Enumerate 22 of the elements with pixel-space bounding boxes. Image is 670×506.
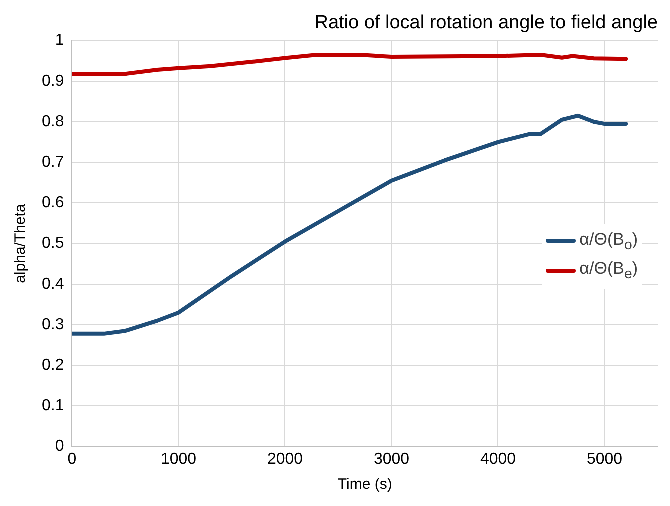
y-tick-label: 0.2 <box>42 357 64 374</box>
chart-title: Ratio of local rotation angle to field angle <box>314 12 658 34</box>
legend-label: α/Θ(B$_{e}$) <box>580 259 638 283</box>
y-tick-label: 0.9 <box>42 72 64 90</box>
y-tick-label: 1 <box>55 32 64 50</box>
legend-label: α/Θ(B$_{o}$) <box>580 230 638 254</box>
x-tick-label: 1000 <box>160 450 197 468</box>
y-axis-title: alpha/Theta <box>12 204 30 284</box>
x-tick-label: 0 <box>68 450 77 468</box>
y-tick-label: 0.1 <box>42 398 64 415</box>
x-tick-label: 4000 <box>480 450 516 468</box>
y-tick-label: 0.4 <box>42 276 64 293</box>
x-tick-label: 5000 <box>586 450 623 468</box>
y-tick-label: 0.5 <box>42 235 64 252</box>
y-tick-label: 0.6 <box>42 194 64 212</box>
y-tick-label: 0 <box>55 438 64 456</box>
y-tick-label: 0.8 <box>42 113 64 130</box>
y-tick-label: 0.3 <box>42 316 64 334</box>
x-axis-title: Time (s) <box>338 476 392 494</box>
x-tick-label: 2000 <box>267 450 304 468</box>
y-tick-label: 0.7 <box>42 154 64 172</box>
x-tick-label: 3000 <box>374 450 410 468</box>
